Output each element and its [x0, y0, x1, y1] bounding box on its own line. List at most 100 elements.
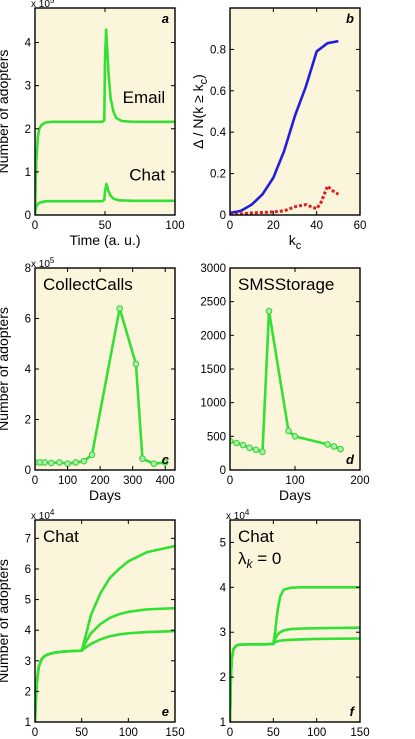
y-tick-label: 1	[25, 717, 31, 729]
y-tick-label: 1000	[200, 398, 226, 410]
panel-letter: c	[162, 452, 170, 467]
data-point-c-0-8	[88, 451, 96, 459]
x-tick-label: 200	[350, 475, 369, 487]
y-tick-label: 0.2	[210, 169, 226, 181]
y-tick-label: 4	[25, 625, 32, 637]
x-tick-label: 0	[227, 475, 233, 487]
x-axis-label: Time (a. u.)	[69, 232, 140, 248]
x-tick-label: 100	[165, 220, 184, 232]
x-axis-label: kc	[289, 232, 302, 252]
data-point-d-0-7	[285, 427, 292, 435]
y-axis-label: Number of adopters	[0, 307, 11, 431]
series-line-b-1	[230, 184, 340, 215]
data-point-d-0-4	[252, 446, 260, 454]
x-tick-label: 100	[119, 727, 138, 739]
panel-d: 0 100 200050010001500200025003000DaysdSMSS…	[200, 263, 369, 503]
y-tick-label: 0	[25, 465, 31, 477]
data-point-d-0-3	[246, 444, 253, 452]
y-tick-label: 2	[25, 415, 31, 427]
panel-letter: d	[346, 452, 355, 467]
data-point-c-0-9	[116, 305, 123, 312]
plot-area-d	[230, 268, 360, 470]
y-tick-label: 0.6	[210, 86, 226, 98]
x-tick-label: 150	[350, 727, 369, 739]
x-tick-label: 20	[267, 220, 280, 232]
y-tick-label: 8	[25, 263, 31, 275]
panel-b: 0 20 40 60 0 0.2 0.4 0.6 0.8 kc Δ / N(k ≥ kc) b	[190, 7, 367, 252]
series-line-a-0	[35, 28, 175, 215]
data-point-c-0-6	[72, 459, 79, 466]
panel-title: Chat	[43, 527, 79, 546]
y-tick-label: 0	[25, 210, 31, 222]
x-tick-label: 100	[285, 475, 304, 487]
panel-title: Chat	[238, 527, 274, 546]
data-point-c-0-10	[132, 360, 140, 368]
axes-frame-b	[229, 7, 361, 216]
data-point-c-0-11	[139, 455, 146, 462]
data-point-d-0-5	[259, 448, 266, 456]
panel-letter: f	[350, 704, 356, 719]
plot-area-b	[230, 8, 360, 215]
data-point-d-0-8	[291, 433, 299, 440]
y-tick-label: 1500	[200, 364, 226, 376]
y-tick-label: 0	[220, 465, 226, 477]
data-point-d-0-10	[330, 443, 338, 450]
data-point-d-0-1	[233, 439, 240, 447]
x-tick-label: 50	[267, 727, 280, 739]
x-tick-label: 60	[354, 220, 367, 232]
y-tick-label: 7	[25, 533, 31, 545]
x-tick-label: 0	[32, 220, 38, 232]
data-point-d-0-6	[265, 307, 273, 315]
y-tick-label: 0.8	[210, 44, 226, 56]
y-tick-label: 4	[220, 582, 227, 594]
x-tick-label: 300	[123, 475, 142, 487]
x-tick-label: 0	[227, 220, 233, 232]
data-point-c-0-7	[80, 457, 88, 465]
y-axis-label: Number of adopters	[0, 50, 11, 174]
y-tick-label: 4	[25, 38, 32, 50]
data-point-c-0-12	[150, 460, 158, 467]
series-line-a-1	[35, 182, 175, 215]
data-point-d-0-11	[337, 445, 344, 453]
x-tick-label: 150	[165, 727, 184, 739]
x-tick-label: 40	[310, 220, 323, 232]
y-multiplier: x 104	[226, 508, 250, 522]
series-annotation: Email	[123, 88, 166, 107]
y-tick-label: 3	[220, 627, 226, 639]
series-line-f-2	[230, 637, 360, 722]
x-tick-label: 50	[99, 220, 112, 232]
y-multiplier: x 105	[31, 256, 55, 270]
series-group-b	[230, 39, 340, 215]
axes-frame-e	[34, 519, 176, 723]
y-multiplier: x 105	[31, 0, 55, 10]
series-annotation: Chat	[129, 166, 165, 185]
y-tick-label: 1	[25, 167, 31, 179]
data-point-d-0-2	[239, 441, 247, 449]
series-group-c	[35, 305, 169, 467]
x-tick-label: 400	[156, 475, 175, 487]
y-tick-label: 4	[25, 364, 32, 376]
panel-title: SMSStorage	[238, 275, 334, 294]
y-tick-label: 2500	[200, 297, 226, 309]
data-point-c-0-3	[47, 459, 55, 467]
lambda-annotation: λk = 0	[238, 549, 281, 571]
series-line-b-0	[230, 39, 339, 215]
y-tick-label: 500	[207, 431, 226, 443]
x-tick-label: 0	[32, 475, 38, 487]
series-line-e-2	[35, 629, 175, 722]
panel-letter: e	[162, 704, 169, 719]
series-group-f	[230, 586, 360, 722]
y-tick-label: 3	[25, 81, 31, 93]
x-tick-label: 100	[307, 727, 326, 739]
y-tick-label: 0.4	[210, 127, 227, 139]
x-axis-label: Days	[279, 487, 311, 503]
x-tick-label: 0	[32, 727, 38, 739]
plot-area-f	[230, 520, 360, 722]
y-tick-label: 2	[25, 686, 31, 698]
y-multiplier: x 104	[31, 508, 55, 522]
y-tick-label: 3000	[200, 263, 226, 275]
data-point-c-0-13	[161, 459, 169, 466]
panel-title: CollectCalls	[43, 275, 133, 294]
